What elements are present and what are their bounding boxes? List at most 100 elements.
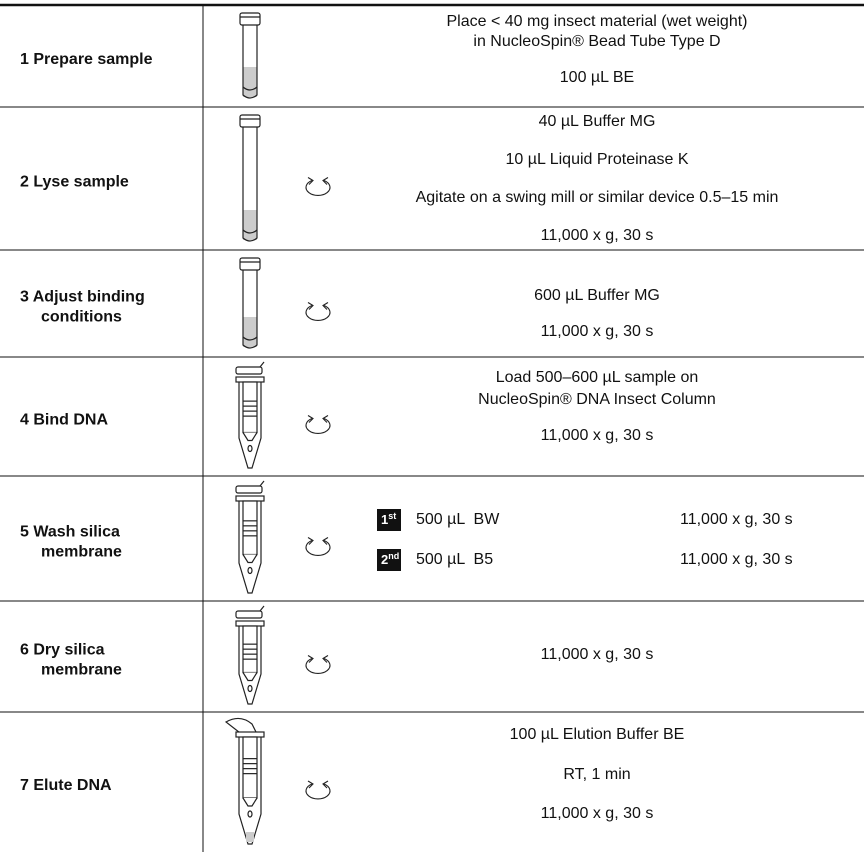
spin-arrow — [307, 415, 314, 423]
wash-number-suffix: nd — [388, 551, 399, 561]
tube-icon — [239, 12, 261, 99]
tube-bottom — [242, 336, 258, 341]
spin-arrow — [322, 177, 329, 185]
wash-badge — [377, 509, 401, 531]
column-tip — [242, 797, 258, 807]
wash-number: 2nd — [381, 551, 399, 567]
spin-arrow — [322, 655, 329, 663]
tube-liquid — [243, 317, 257, 347]
spin-arc — [305, 783, 331, 800]
step-label: conditions — [41, 309, 122, 326]
step-instruction: 11,000 x g, 30 s — [541, 323, 654, 340]
tube-icon — [239, 114, 261, 242]
centrifuge-icon — [305, 537, 331, 556]
column-cap — [235, 610, 263, 619]
tube-cap — [239, 257, 261, 271]
cap-tab — [259, 361, 265, 368]
drop — [247, 684, 253, 693]
tube-liquid — [243, 210, 257, 240]
spin-arrow — [307, 177, 314, 185]
spin-arrow — [307, 655, 314, 663]
spin-arrow — [322, 537, 329, 545]
step-instruction: Load 500–600 µL sample on — [496, 369, 699, 386]
step-label: membrane — [41, 662, 122, 679]
step-label: 6 Dry silica — [20, 642, 105, 659]
wash-number-digit: 1 — [381, 512, 388, 527]
centrifuge-icon — [305, 177, 331, 196]
step-instruction: 11,000 x g, 30 s — [541, 427, 654, 444]
column-tip — [242, 672, 258, 682]
spin-arc — [305, 657, 331, 674]
tube-body — [238, 737, 262, 845]
spin-arrow — [322, 415, 329, 423]
tube-body — [238, 626, 262, 705]
spin-arc — [305, 539, 331, 556]
eluate — [246, 832, 254, 842]
wash-number-digit: 2 — [381, 552, 388, 567]
spin-arrow — [322, 302, 329, 310]
tube-cap — [239, 12, 261, 26]
tube-icon — [239, 257, 261, 349]
spin-arrow — [307, 537, 314, 545]
drop — [247, 566, 253, 575]
tube-icon — [235, 605, 265, 705]
tube-bottom — [242, 229, 258, 234]
spin-arc — [305, 304, 331, 321]
centrifuge-icon — [305, 302, 331, 321]
tube-body — [242, 25, 258, 99]
step-label: 3 Adjust binding — [20, 289, 145, 306]
spin-arrow — [307, 780, 314, 789]
column-tip — [242, 432, 258, 442]
step-instruction: 11,000 x g, 30 s — [541, 227, 654, 244]
step-instruction: Place < 40 mg insect material (wet weigh… — [446, 13, 747, 30]
column — [242, 736, 258, 799]
step-instruction: 10 µL Liquid Proteinase K — [506, 151, 689, 168]
tube-icon — [235, 361, 265, 469]
tube-body — [238, 501, 262, 594]
column-cap — [235, 485, 263, 494]
step-instruction: in NucleoSpin® Bead Tube Type D — [473, 33, 720, 50]
drop — [247, 444, 253, 453]
step-label: 4 Bind DNA — [20, 412, 108, 429]
tube-body — [242, 127, 258, 242]
centrifuge-icon — [305, 655, 331, 674]
centrifuge-icon — [305, 415, 331, 434]
spin-arc — [305, 179, 331, 196]
tube-rim — [235, 376, 265, 383]
step-instruction: 40 µL Buffer MG — [539, 113, 656, 130]
step-label: 7 Elute DNA — [20, 777, 112, 794]
step-instruction: 11,000 x g, 30 s — [541, 805, 654, 822]
tube-rim — [235, 495, 265, 502]
spin-arrow — [322, 780, 329, 789]
wash-buffer: 500 µL B5 — [416, 551, 493, 568]
tube-liquid — [243, 67, 257, 97]
wash-number: 1st — [381, 511, 396, 527]
wash-number-suffix: st — [388, 511, 396, 521]
step-label: 2 Lyse sample — [20, 174, 129, 191]
step-instruction: 100 µL BE — [560, 69, 634, 86]
step-instruction: RT, 1 min — [563, 766, 630, 783]
step-label: 5 Wash silica — [20, 524, 120, 541]
tube-rim — [235, 620, 265, 627]
column-tip — [242, 554, 258, 564]
cap-tab — [259, 605, 265, 612]
cap-tab — [259, 480, 265, 487]
wash-buffer: 500 µL BW — [416, 511, 500, 528]
tube-bottom — [242, 86, 258, 91]
spin-arrow — [307, 302, 314, 310]
column — [242, 381, 258, 434]
column-cap — [235, 366, 263, 375]
step-instruction: Agitate on a swing mill or similar devic… — [416, 189, 779, 206]
tube-body — [242, 270, 258, 349]
wash-badge — [377, 549, 401, 571]
step-label: membrane — [41, 544, 122, 561]
wash-spin: 11,000 x g, 30 s — [680, 511, 793, 528]
tube-icon — [235, 480, 265, 594]
tube-body — [238, 382, 262, 469]
step-instruction: NucleoSpin® DNA Insect Column — [478, 391, 716, 408]
tube-icon — [224, 717, 265, 845]
centrifuge-icon — [305, 780, 331, 800]
column — [242, 500, 258, 556]
